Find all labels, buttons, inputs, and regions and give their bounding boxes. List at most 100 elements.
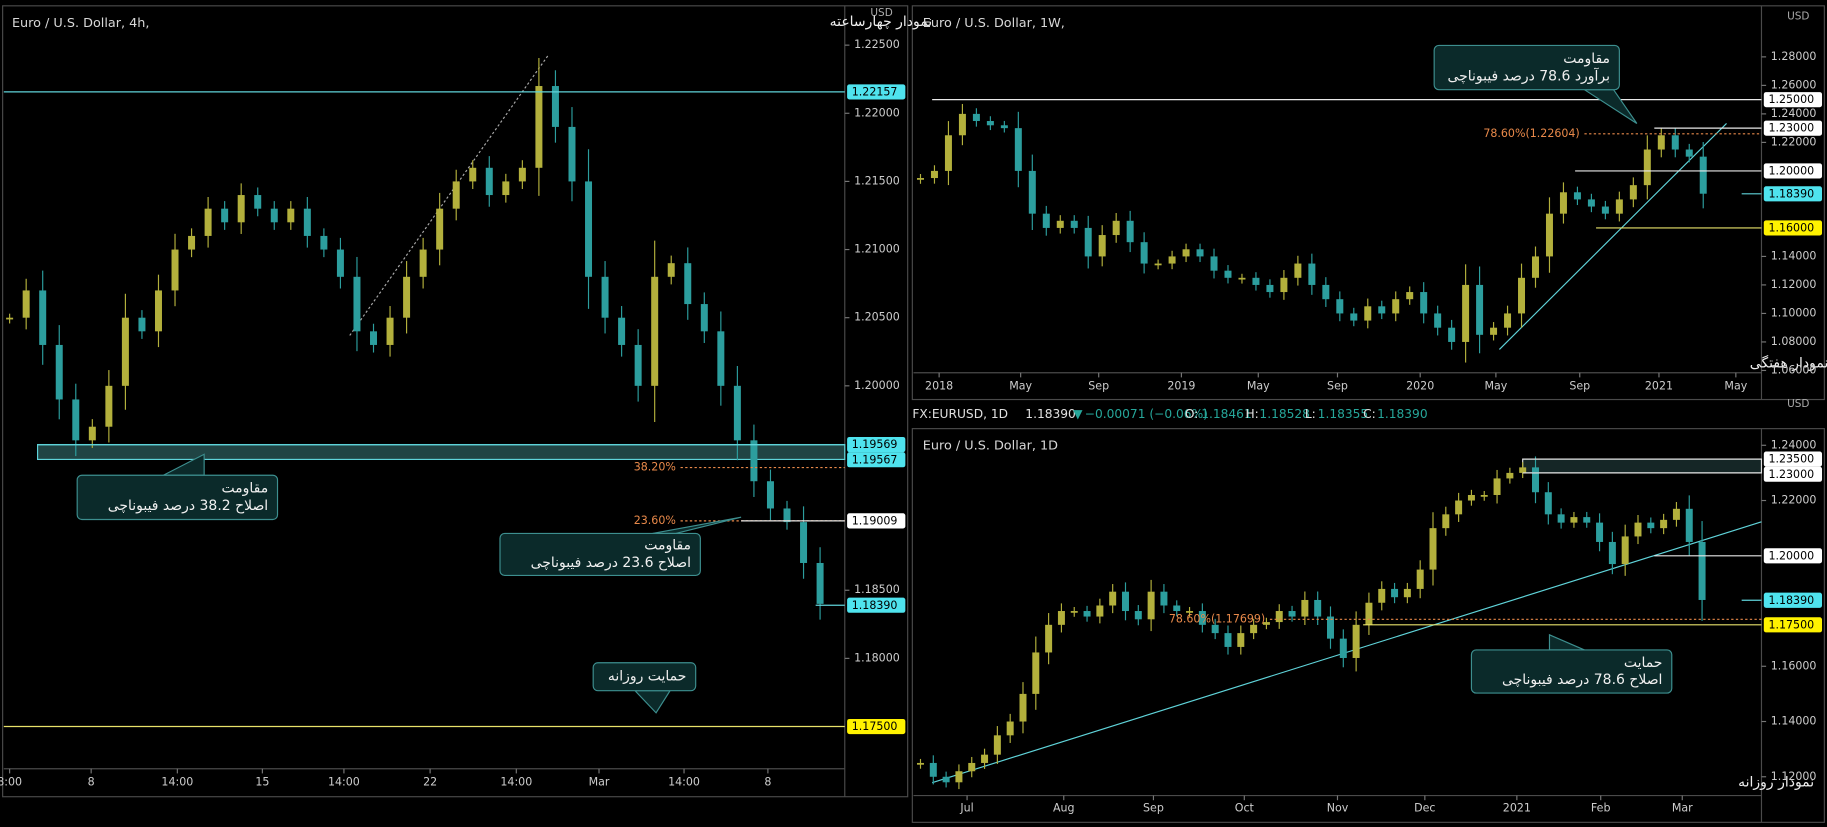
candle-body xyxy=(452,181,460,209)
price-level-box xyxy=(1763,186,1823,202)
chart-title: Euro / U.S. Dollar, 1W, xyxy=(923,16,1065,31)
candle-body xyxy=(1147,591,1155,620)
candle-body xyxy=(968,762,976,772)
chart-title: Euro / U.S. Dollar, 4h, xyxy=(12,16,149,31)
y-tick-label: 1.28000 xyxy=(1771,50,1817,63)
candle-body xyxy=(1140,242,1148,264)
x-tick-label: 8 xyxy=(764,776,771,789)
candle-body xyxy=(783,508,791,523)
candle-body xyxy=(1339,638,1347,658)
candle-body xyxy=(1237,633,1245,647)
candle-body xyxy=(1250,624,1258,634)
candle-body xyxy=(204,208,212,236)
candle-body xyxy=(1032,652,1040,694)
panel-frame xyxy=(911,428,1825,823)
candle-body xyxy=(1294,263,1302,278)
candle-body xyxy=(336,249,344,277)
candle-body xyxy=(1350,313,1358,321)
y-tick-label: 1.22500 xyxy=(854,38,900,51)
x-tick-label: May xyxy=(1724,380,1747,393)
y-tick-label: 1.22000 xyxy=(854,106,900,119)
candle-body xyxy=(1280,277,1288,293)
candle-body xyxy=(1506,472,1514,479)
candle-body xyxy=(1198,611,1206,625)
candle-body xyxy=(39,290,47,345)
price-level-label: 1.18390 xyxy=(852,599,898,612)
info-field: L: xyxy=(1305,407,1316,421)
candle-body xyxy=(419,249,427,277)
candle-body xyxy=(1211,624,1219,634)
price-level-box xyxy=(1763,163,1823,179)
price-level-label: 1.22157 xyxy=(852,85,898,98)
candle-body xyxy=(1070,220,1078,228)
candle-body xyxy=(1045,624,1053,653)
price-level-label: 1.23000 xyxy=(1768,468,1814,481)
candle-body xyxy=(993,735,1001,755)
chart-label: نمودار چهارساعته xyxy=(830,14,933,30)
price-level-box xyxy=(1763,617,1823,633)
callout-box xyxy=(592,662,697,692)
x-tick-label: 2021 xyxy=(1645,380,1673,393)
candle-body xyxy=(717,331,725,386)
candle-body xyxy=(1275,611,1283,623)
candle-body xyxy=(1057,611,1065,625)
candle-body xyxy=(1364,306,1372,321)
candle-body xyxy=(1301,599,1309,617)
candle-body xyxy=(986,121,994,126)
candle-body xyxy=(1019,693,1027,722)
candle-body xyxy=(1657,135,1665,150)
candle-body xyxy=(1467,495,1475,501)
price-level-box xyxy=(1763,466,1823,482)
candle-body xyxy=(403,276,411,318)
info-field: 1.18390 xyxy=(1025,407,1076,421)
candle-body xyxy=(1403,588,1411,598)
panel-frame xyxy=(911,5,1825,401)
candle-body xyxy=(485,167,493,196)
fib-label: 38.20% xyxy=(634,461,676,474)
candle-body xyxy=(733,385,741,441)
candle-body xyxy=(1601,206,1609,214)
x-tick-label: Oct xyxy=(1235,801,1255,814)
price-level-label: 1.23000 xyxy=(1768,122,1814,135)
candle-body xyxy=(958,113,966,136)
x-tick-label: Feb xyxy=(1591,801,1611,814)
candle-body xyxy=(1685,149,1693,157)
candle-body xyxy=(370,331,377,345)
candle-body xyxy=(1532,467,1539,493)
candle-body xyxy=(1134,611,1142,620)
candle-body xyxy=(1196,249,1204,257)
candle-body xyxy=(138,317,146,332)
price-level-box xyxy=(847,436,906,453)
currency-label: USD xyxy=(1787,10,1809,22)
candle-body xyxy=(585,181,593,277)
candle-body xyxy=(1322,284,1330,300)
x-tick-label: 2018 xyxy=(925,380,953,393)
candle-body xyxy=(1406,292,1414,300)
candle-body xyxy=(1434,313,1442,328)
price-level-box xyxy=(847,718,906,735)
x-tick-label: Dec xyxy=(1414,801,1435,814)
candle-body xyxy=(1112,220,1120,236)
callout-box xyxy=(1470,649,1673,694)
candle-body xyxy=(1615,199,1623,214)
price-level-box xyxy=(1763,220,1823,236)
candle-body xyxy=(1173,605,1181,612)
info-field: FX:EURUSD, 1D xyxy=(912,407,1008,421)
candle-body xyxy=(1621,536,1629,565)
fib-label: 78.60%(1.17699) xyxy=(1169,612,1265,625)
candle-body xyxy=(1160,591,1168,606)
price-level-label: 1.16000 xyxy=(1768,221,1814,234)
y-tick-label: 1.22000 xyxy=(1771,494,1817,507)
info-field: 1.18461 xyxy=(1201,407,1252,421)
candle-body xyxy=(1634,522,1642,537)
candle-body xyxy=(1314,599,1322,617)
candle-body xyxy=(353,276,361,332)
price-level-label: 1.19569 xyxy=(852,438,898,451)
x-tick-label: 2021 xyxy=(1503,801,1531,814)
candle-body xyxy=(1660,519,1668,529)
chart-label: نمودار روزانه xyxy=(1738,775,1814,791)
price-zone xyxy=(1522,458,1763,474)
candle-body xyxy=(1352,624,1360,658)
x-tick-label: Jul xyxy=(959,801,973,814)
callout-text: مقاومت xyxy=(1563,51,1610,67)
